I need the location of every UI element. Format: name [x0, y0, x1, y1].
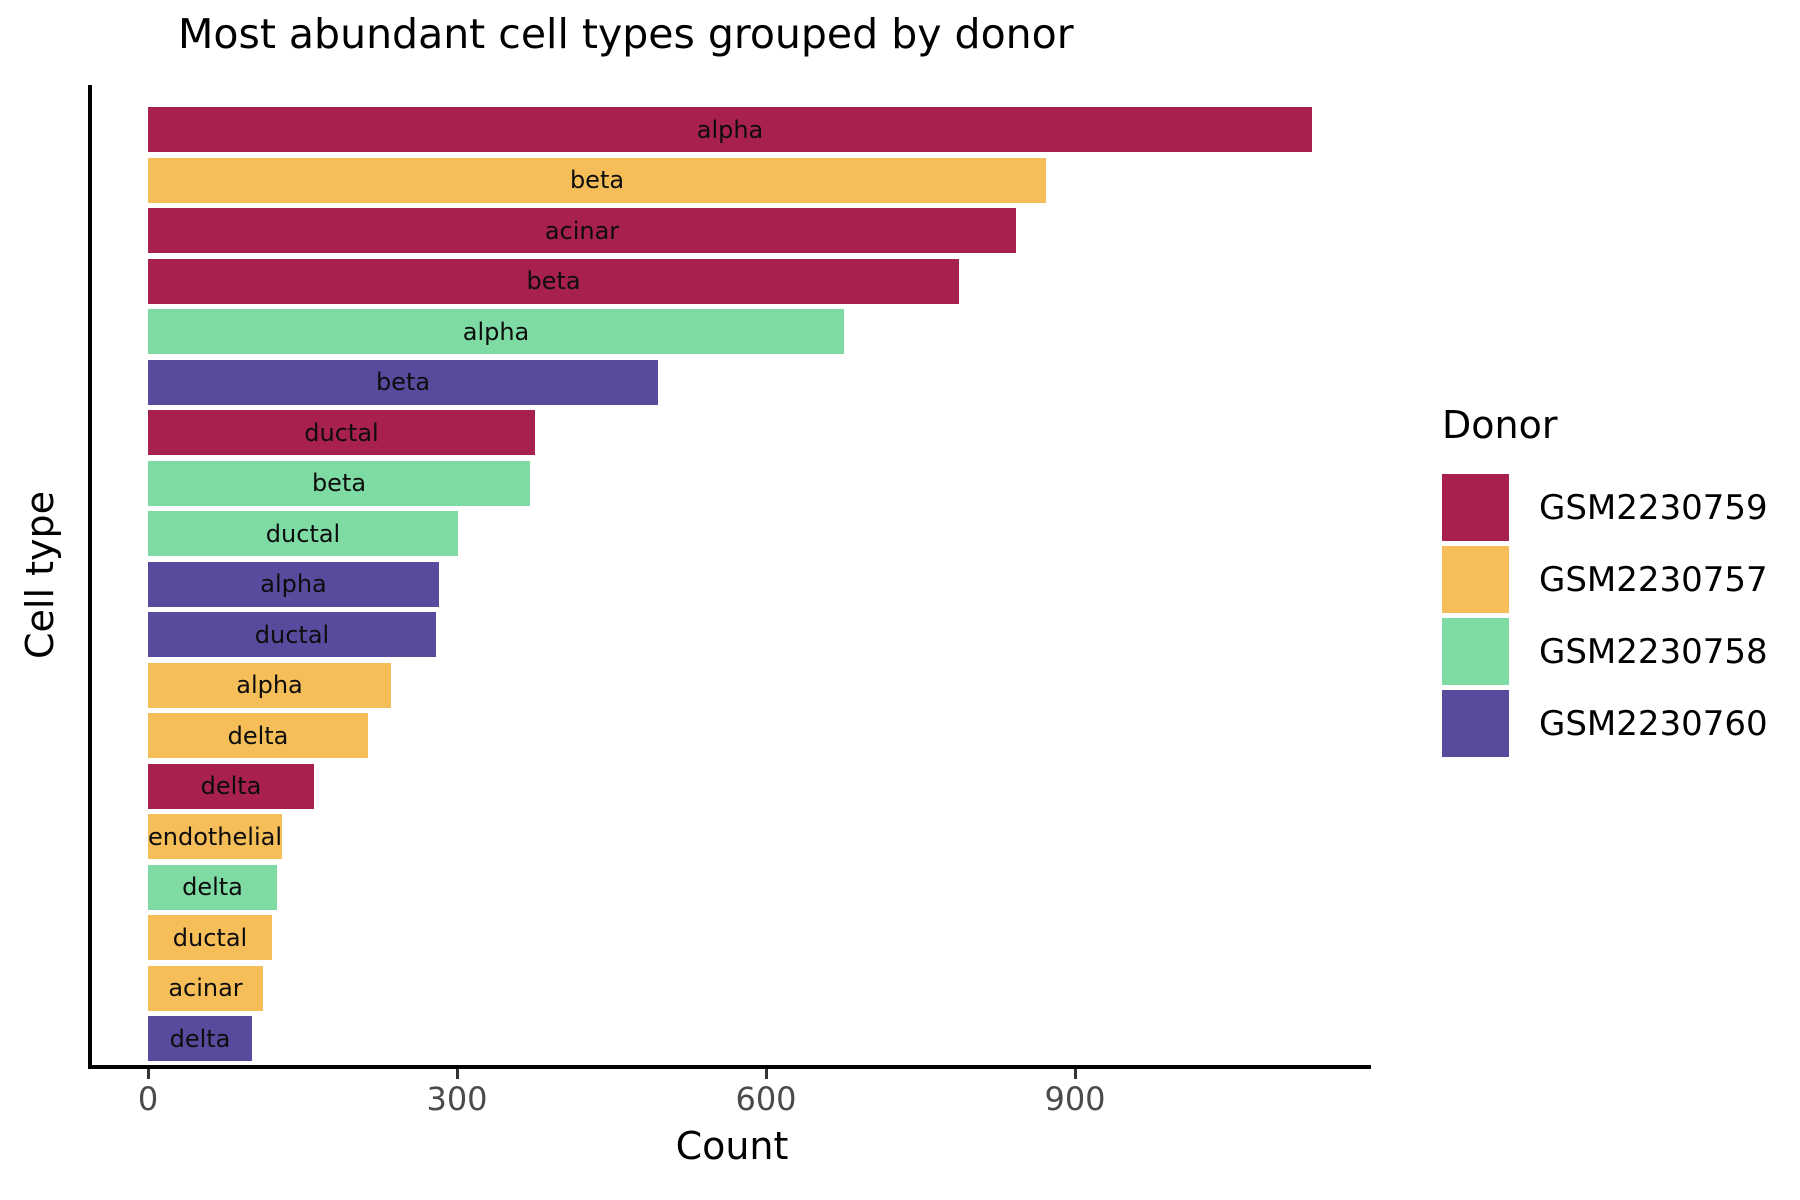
- bar-label: alpha: [260, 570, 327, 599]
- y-axis-title: Cell type: [18, 491, 62, 659]
- x-tick-mark: [146, 1069, 150, 1079]
- bar: beta: [148, 359, 658, 405]
- bar: beta: [148, 460, 530, 506]
- bar: delta: [148, 864, 277, 910]
- legend-label: GSM2230757: [1539, 559, 1768, 600]
- bar: delta: [148, 763, 314, 809]
- legend-entry: GSM2230757: [1442, 546, 1768, 613]
- bar-label: endothelial: [148, 822, 282, 851]
- bar: beta: [148, 258, 959, 304]
- bar-label: ductal: [172, 923, 248, 952]
- bar-label: acinar: [544, 216, 620, 245]
- x-tick-label: 600: [735, 1080, 797, 1118]
- bar: alpha: [148, 662, 391, 708]
- bar-label: alpha: [696, 115, 764, 144]
- x-tick-label: 0: [137, 1080, 159, 1118]
- x-tick-mark: [764, 1069, 768, 1079]
- bar-label: beta: [526, 267, 581, 296]
- x-axis-title: Count: [675, 1124, 789, 1168]
- legend-title: Donor: [1442, 403, 1558, 447]
- x-tick-label: 900: [1044, 1080, 1106, 1118]
- x-tick-mark: [455, 1069, 459, 1079]
- bar: alpha: [148, 309, 844, 355]
- bar-label: delta: [200, 772, 262, 801]
- legend-swatch: [1442, 546, 1509, 613]
- bar: ductal: [148, 915, 272, 961]
- bar: alpha: [148, 107, 1312, 152]
- bar-label: delta: [169, 1024, 231, 1053]
- legend-label: GSM2230760: [1539, 703, 1768, 744]
- bar: delta: [148, 713, 368, 759]
- legend: Donor GSM2230759 GSM2230757 GSM2230758 GSM2…: [1442, 402, 1768, 762]
- bar-label: ductal: [265, 519, 341, 548]
- bar-label: acinar: [168, 974, 243, 1003]
- bar: ductal: [148, 511, 458, 557]
- legend-swatch: [1442, 618, 1509, 685]
- bar-label: alpha: [236, 671, 303, 700]
- legend-label: GSM2230758: [1539, 631, 1768, 672]
- legend-swatch: [1442, 474, 1509, 541]
- bar: acinar: [148, 208, 1016, 254]
- legend-entry: GSM2230759: [1442, 474, 1768, 541]
- bar: ductal: [148, 612, 436, 658]
- bar-label: alpha: [462, 317, 530, 346]
- bar-label: ductal: [254, 620, 330, 649]
- bar: ductal: [148, 410, 535, 456]
- x-tick-mark: [1073, 1069, 1077, 1079]
- bar-label: beta: [569, 166, 625, 195]
- legend-entry: GSM2230760: [1442, 690, 1768, 757]
- chart-title: Most abundant cell types grouped by dono…: [178, 10, 1074, 58]
- x-tick-label: 300: [426, 1080, 488, 1118]
- legend-entry: GSM2230758: [1442, 618, 1768, 685]
- legend-label: GSM2230759: [1539, 487, 1768, 528]
- bar: beta: [148, 157, 1046, 203]
- bar: endothelial: [148, 814, 282, 860]
- bar: alpha: [148, 561, 439, 607]
- legend-swatch: [1442, 690, 1509, 757]
- bar: delta: [148, 1016, 252, 1062]
- legend-entries: GSM2230759 GSM2230757 GSM2230758 GSM2230760: [1442, 474, 1768, 757]
- bar-label: ductal: [304, 418, 379, 447]
- x-axis-line: [88, 1065, 1371, 1069]
- bar-label: beta: [311, 469, 367, 498]
- bar-label: delta: [182, 873, 243, 902]
- bar-label: beta: [375, 368, 431, 397]
- bar: acinar: [148, 965, 263, 1011]
- y-axis-line: [88, 85, 92, 1069]
- bar-label: delta: [227, 721, 289, 750]
